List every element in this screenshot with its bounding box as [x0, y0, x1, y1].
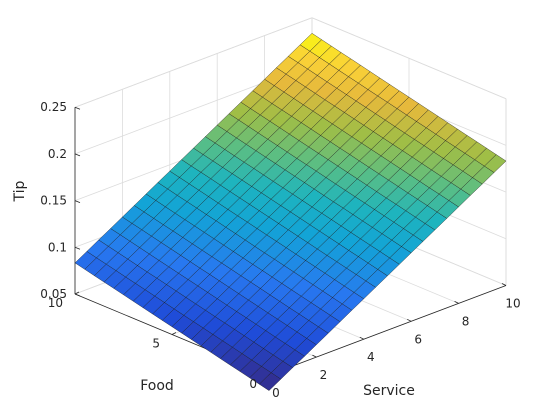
y-tick — [74, 291, 80, 295]
box-edge — [311, 17, 507, 100]
y-tick — [171, 332, 177, 335]
z-tick-label: 0.2 — [48, 147, 67, 161]
z-tick-label: 0.1 — [48, 240, 67, 254]
x-tick-label: 0 — [272, 386, 280, 400]
x-tick — [454, 301, 459, 304]
surface-layer — [74, 32, 507, 391]
z-tick — [74, 246, 81, 250]
x-axis-line — [268, 285, 507, 376]
z-tick — [74, 153, 81, 157]
y-tick-label: 10 — [48, 296, 63, 310]
axis-layer — [74, 106, 507, 376]
x-tick — [501, 283, 507, 286]
box-edge — [74, 17, 313, 108]
z-tick — [74, 106, 81, 110]
x-tick-label: 10 — [505, 297, 520, 311]
z-tick — [74, 200, 81, 203]
y-tick-label: 5 — [152, 337, 160, 351]
x-axis-label: Service — [363, 383, 415, 399]
z-tick-label: 0.25 — [40, 100, 67, 114]
y-tick-label: 0 — [249, 377, 257, 391]
z-tick-label: 0.05 — [40, 287, 67, 301]
x-tick — [359, 336, 364, 340]
surface-patch — [484, 154, 507, 173]
z-tick-label: 0.15 — [40, 194, 67, 208]
x-tick-label: 6 — [414, 332, 422, 346]
x-tick-label: 8 — [462, 314, 470, 328]
z-axis-label: Tip — [12, 180, 28, 202]
x-tick-label: 4 — [367, 350, 375, 364]
z-tick — [74, 293, 81, 297]
x-tick — [407, 318, 412, 322]
y-axis-label: Food — [140, 378, 174, 394]
x-tick-label: 2 — [320, 368, 328, 382]
x-tick — [312, 354, 317, 358]
